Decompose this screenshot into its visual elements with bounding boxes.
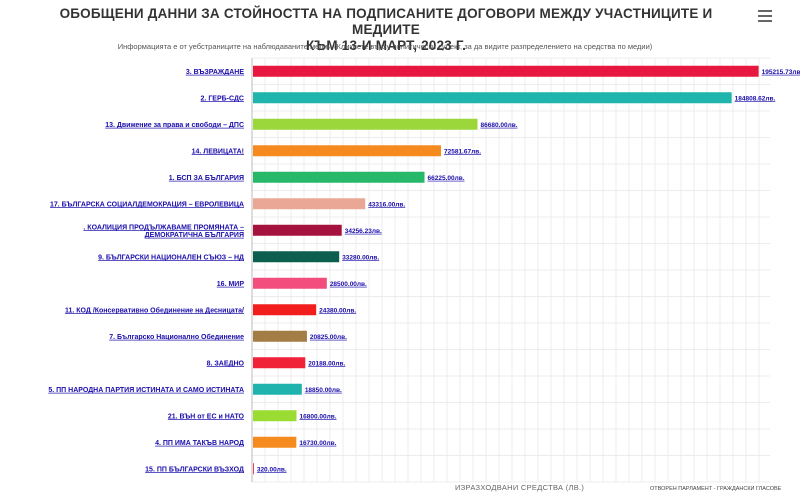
category-label[interactable]: 2. ГЕРБ-СДС bbox=[201, 95, 244, 102]
bar[interactable] bbox=[253, 330, 307, 342]
category-label[interactable]: 15. ПП БЪЛГАРСКИ ВЪЗХОД bbox=[145, 466, 244, 473]
bar[interactable] bbox=[253, 436, 297, 448]
source-credit: ОТВОРЕН ПАРЛАМЕНТ - ГРАЖДАНСКИ ГЛАСОВЕ bbox=[650, 486, 782, 492]
data-label: 16730.00лв. bbox=[299, 440, 336, 447]
category-label[interactable]: 17. БЪЛГАРСКА СОЦИАЛДЕМОКРАЦИЯ – ЕВРОЛЕВ… bbox=[50, 201, 244, 208]
data-label: 16800.00лв. bbox=[300, 413, 337, 420]
bar[interactable] bbox=[253, 118, 478, 130]
bar[interactable] bbox=[253, 198, 366, 210]
x-axis-label: ИЗРАЗХОДВАНИ СРЕДСТВА (ЛВ.) bbox=[455, 483, 585, 492]
bar[interactable] bbox=[253, 224, 342, 236]
data-label: 86680.00лв. bbox=[481, 122, 518, 129]
bar[interactable] bbox=[253, 65, 759, 77]
data-label: 20825.00лв. bbox=[310, 334, 347, 341]
data-label: 184808.62лв. bbox=[735, 95, 776, 102]
data-label: 34256.23лв. bbox=[345, 228, 382, 235]
category-label[interactable]: 5. ПП НАРОДНА ПАРТИЯ ИСТИНАТА И САМО ИСТ… bbox=[48, 387, 244, 394]
data-label: 18850.00лв. bbox=[305, 387, 342, 394]
category-label[interactable]: 13. Движение за права и свободи – ДПС bbox=[105, 121, 244, 129]
category-label[interactable]: 8. ЗАЕДНО bbox=[207, 360, 245, 367]
chart-title-line-1: ОБОБЩЕНИ ДАННИ ЗА СТОЙНОСТТА НА ПОДПИСАН… bbox=[59, 6, 713, 37]
data-label: 43316.00лв. bbox=[368, 201, 405, 208]
bar[interactable] bbox=[253, 145, 441, 157]
data-label: 20188.00лв. bbox=[308, 360, 345, 367]
category-label[interactable]: . КОАЛИЦИЯ ПРОДЪЛЖАВАМЕ ПРОМЯНАТА – ДЕМОК… bbox=[83, 224, 244, 239]
category-label[interactable]: 14. ЛЕВИЦАТА! bbox=[192, 148, 244, 155]
data-label: 195215.73лв. bbox=[762, 69, 800, 76]
category-label[interactable]: 16. МИР bbox=[217, 281, 245, 288]
category-label[interactable]: 21. ВЪН от ЕС и НАТО bbox=[168, 413, 245, 420]
data-label: 28500.00лв. bbox=[330, 281, 367, 288]
bar[interactable] bbox=[253, 410, 297, 422]
category-label[interactable]: 1. БСП ЗА БЪЛГАРИЯ bbox=[169, 175, 244, 182]
chart-title-line-2: КЪМ 13-И МАРТ, 2023 Г. bbox=[305, 38, 467, 53]
category-label[interactable]: 7. Българско Национално Обединение bbox=[109, 333, 244, 341]
data-label: 33280.00лв. bbox=[342, 254, 379, 261]
category-label[interactable]: 3. ВЪЗРАЖДАНЕ bbox=[186, 69, 244, 76]
bar[interactable] bbox=[253, 463, 254, 475]
bar[interactable] bbox=[253, 357, 306, 369]
category-label[interactable]: 9. БЪЛГАРСКИ НАЦИОНАЛЕН СЪЮЗ – НД bbox=[98, 254, 244, 261]
bar[interactable] bbox=[253, 92, 732, 104]
bar[interactable] bbox=[253, 171, 425, 183]
hamburger-menu-icon[interactable] bbox=[758, 10, 772, 22]
chart-title: ОБОБЩЕНИ ДАННИ ЗА СТОЙНОСТТА НА ПОДПИСАН… bbox=[30, 6, 742, 54]
data-label: 320.00лв. bbox=[257, 466, 287, 473]
bar[interactable] bbox=[253, 383, 302, 395]
bar[interactable] bbox=[253, 251, 340, 263]
chart-subtitle: Информацията е от уебстраниците на наблю… bbox=[117, 42, 653, 51]
bar[interactable] bbox=[253, 304, 317, 316]
data-label: 72581.67лв. bbox=[444, 148, 481, 155]
category-label[interactable]: 4. ПП ИМА ТАКЪВ НАРОД bbox=[155, 440, 244, 447]
category-label[interactable]: 11. КОД /Консервативно Обединение на Дес… bbox=[65, 306, 244, 314]
data-label: 66225.00лв. bbox=[428, 175, 465, 182]
data-label: 24380.00лв. bbox=[319, 307, 356, 314]
bar[interactable] bbox=[253, 277, 327, 289]
